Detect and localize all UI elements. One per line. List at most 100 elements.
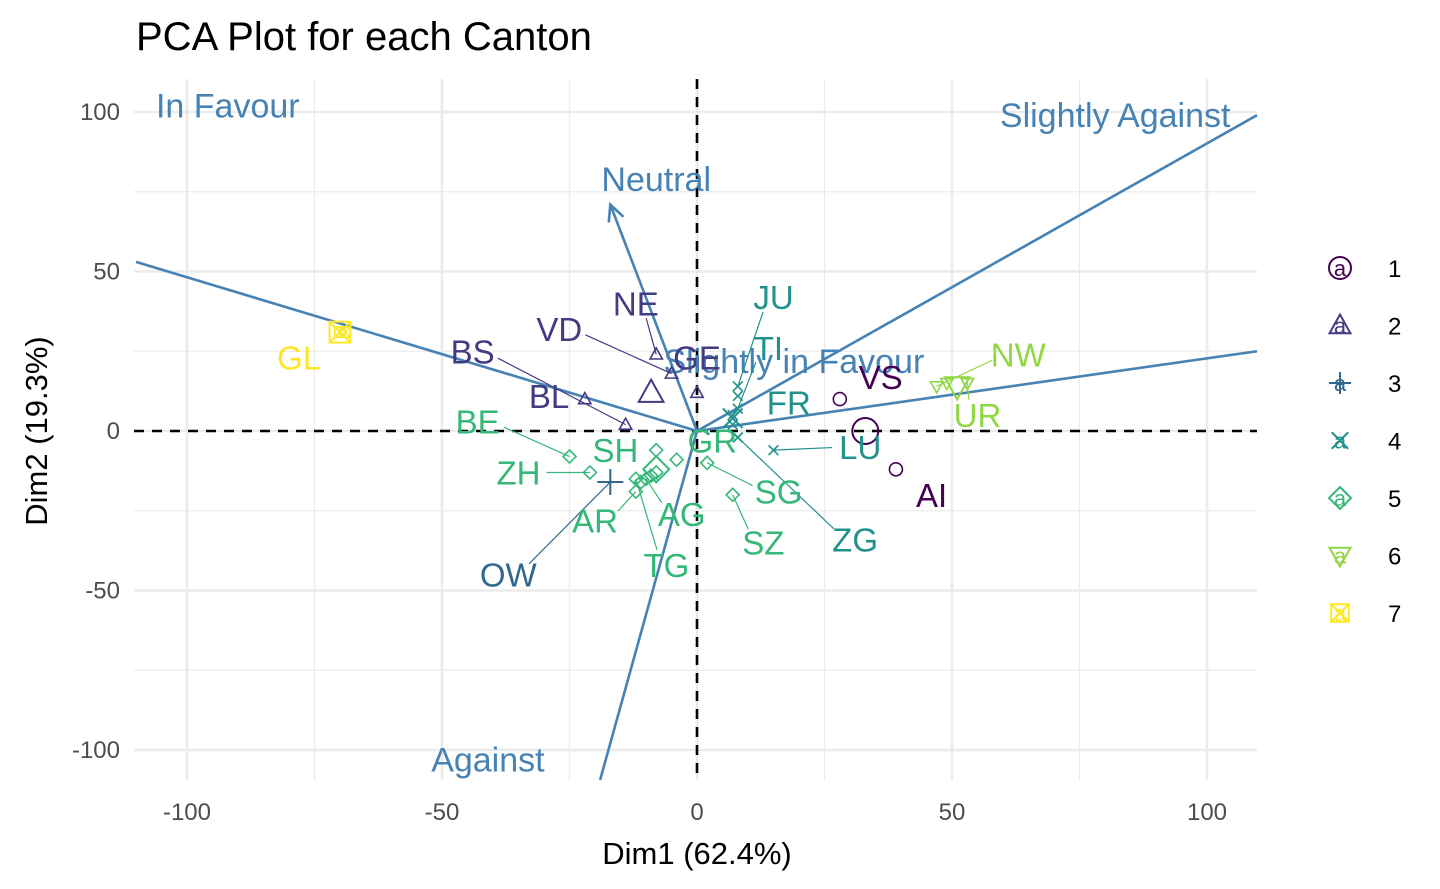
- triangle-shape: [663, 365, 680, 379]
- canton-point-ar: [628, 483, 644, 500]
- point-label-ti: TI: [754, 330, 783, 367]
- x-tick-label: -100: [163, 799, 211, 826]
- leader-line: [936, 359, 993, 387]
- cluster-member-point: [648, 464, 664, 481]
- canton-point-sz: [725, 487, 741, 503]
- square-x-b: [339, 326, 351, 338]
- legend-label: 3: [1388, 371, 1401, 398]
- legend-key-glyph: a: [1334, 256, 1347, 281]
- diamond-shape: [648, 442, 664, 458]
- point-label-ge: GE: [673, 340, 721, 377]
- leader-line: [503, 426, 570, 458]
- chart-title: PCA Plot for each Canton: [136, 15, 592, 59]
- point-label-gl: GL: [277, 340, 321, 377]
- leader-line: [585, 334, 672, 375]
- x-axis-title: Dim1 (62.4%): [602, 836, 792, 871]
- point-label-ag: AG: [658, 496, 706, 533]
- leader-line: [497, 357, 626, 426]
- diamond-shape: [641, 454, 671, 484]
- variable-label: Slightly Against: [1000, 97, 1231, 135]
- variable-arrowhead: [607, 201, 625, 223]
- point-label-be: BE: [456, 403, 500, 440]
- leader-line: [635, 478, 658, 551]
- canton-point-gr: [668, 452, 685, 468]
- legend-key-glyph: a: [1334, 371, 1347, 396]
- point-label-zh: ZH: [497, 454, 541, 491]
- square-shape: [328, 320, 352, 344]
- diamond-shape: [582, 464, 598, 481]
- x-tick-label: 0: [690, 799, 703, 826]
- triangle-shape: [1327, 546, 1353, 569]
- point-label-ur: UR: [954, 397, 1002, 434]
- canton-point-lu: [768, 444, 779, 456]
- cluster-centroid-6: [943, 376, 972, 402]
- x-tick-label: 100: [1187, 799, 1227, 826]
- legend-label: 6: [1388, 544, 1401, 571]
- point-label-vs: VS: [859, 359, 903, 396]
- legend-label: 7: [1388, 601, 1401, 628]
- point-label-ne: NE: [613, 285, 659, 322]
- legend-label: 5: [1388, 486, 1401, 513]
- leader-line: [645, 318, 657, 355]
- cluster-member-point: [732, 431, 744, 443]
- variable-arrows: In Favour Slightly Against Neutral Slightly…: [135, 88, 1258, 781]
- triangle-shape: [959, 377, 975, 392]
- triangle-shape: [943, 376, 972, 402]
- point-label-nw: NW: [991, 336, 1047, 373]
- point-label-vd: VD: [536, 311, 582, 348]
- canton-point-ju: [732, 380, 744, 392]
- leader-line: [732, 494, 749, 530]
- cross-b: [768, 444, 779, 456]
- canton-point-sh: [648, 442, 664, 458]
- triangle-shape: [689, 384, 705, 399]
- leader-line: [737, 436, 835, 530]
- legend-key-marker: [1330, 603, 1350, 623]
- point-label-ai: AI: [916, 477, 947, 514]
- point-label-gr: GR: [688, 423, 738, 460]
- cluster-centroid-1: [851, 417, 880, 445]
- cross-b: [732, 431, 744, 443]
- cluster-centroid-4: [722, 407, 744, 429]
- cross-b: [722, 407, 744, 429]
- canton-point-ne: [648, 346, 664, 360]
- y-tick-label: 0: [107, 418, 120, 445]
- legend-key-marker: [1329, 372, 1351, 394]
- cluster-centroid-2: [637, 377, 666, 403]
- diamond-shape: [628, 483, 644, 500]
- legend-key-glyph: a: [1334, 601, 1347, 626]
- variable-label: Slightly in Favour: [664, 343, 925, 381]
- diamond-shape: [1327, 485, 1353, 511]
- legend-label: 1: [1388, 256, 1401, 283]
- legend-key-glyph: a: [1334, 314, 1347, 339]
- cross-b: [732, 380, 744, 392]
- circle-shape: [888, 461, 904, 477]
- canton-point-zh: [582, 464, 598, 481]
- point-label-zg: ZG: [832, 521, 878, 558]
- triangle-shape: [618, 416, 634, 430]
- point-label-sz: SZ: [742, 525, 784, 562]
- y-tick-label: -50: [85, 578, 120, 605]
- canton-point-sg: [699, 455, 715, 471]
- variable-label: In Favour: [156, 88, 300, 126]
- legend: a 1a 2a 3a 4a 5a 6a 7: [1327, 256, 1401, 628]
- cluster-member-point: [732, 390, 744, 402]
- legend-key-glyph: a: [1334, 429, 1347, 454]
- variable-line: [696, 349, 1258, 433]
- leader-line: [528, 481, 611, 565]
- diamond-shape: [699, 455, 715, 471]
- canton-point-ti: [732, 403, 744, 415]
- point-markers: [328, 320, 975, 503]
- variable-line: [609, 204, 699, 432]
- triangle-shape: [577, 390, 593, 405]
- leader-line: [706, 462, 753, 487]
- y-axis-title: Dim2 (19.3%): [19, 336, 54, 526]
- legend-key-marker: [1327, 312, 1353, 335]
- cross-b: [732, 390, 744, 402]
- y-tick-label: -100: [72, 737, 120, 764]
- canton-point-be: [561, 448, 578, 465]
- cluster-member-point: [939, 377, 955, 392]
